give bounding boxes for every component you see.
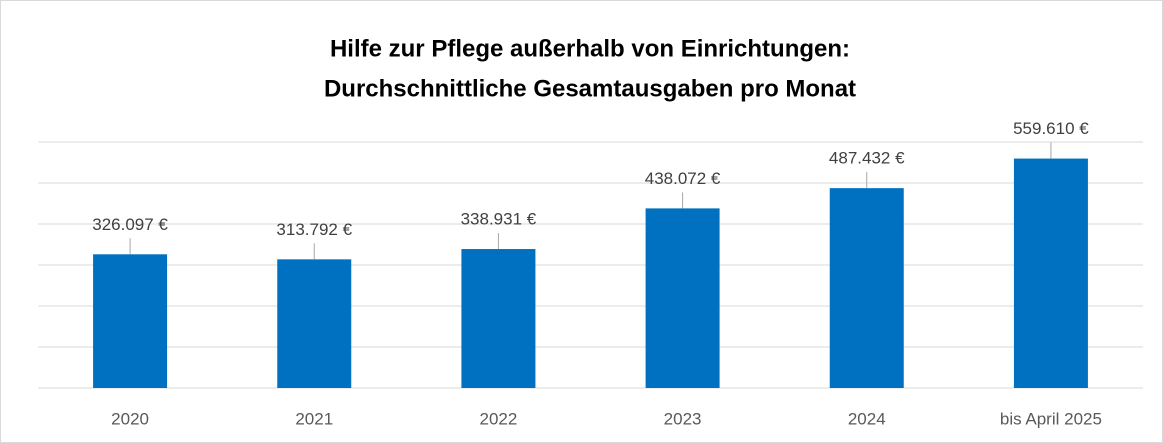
value-label: 313.792 € <box>276 220 352 239</box>
chart-title: Durchschnittliche Gesamtausgaben pro Mon… <box>324 75 856 102</box>
value-label: 326.097 € <box>92 215 168 234</box>
x-tick-label: 2020 <box>111 409 149 428</box>
bar <box>1013 158 1088 388</box>
value-label: 438.072 € <box>645 169 721 188</box>
value-label: 338.931 € <box>461 210 537 229</box>
bar <box>277 259 352 388</box>
chart-title: Hilfe zur Pflege außerhalb von Einrichtu… <box>330 35 850 62</box>
value-label: 487.432 € <box>829 149 905 168</box>
bar <box>645 208 720 388</box>
bar <box>93 254 168 388</box>
x-tick-label: 2023 <box>664 409 702 428</box>
x-tick-label: 2022 <box>480 409 518 428</box>
bar <box>461 249 536 388</box>
x-tick-label: bis April 2025 <box>1000 409 1102 428</box>
value-label: 559.610 € <box>1013 119 1089 138</box>
bar <box>829 188 904 388</box>
x-tick-label: 2021 <box>295 409 333 428</box>
x-tick-label: 2024 <box>848 409 886 428</box>
